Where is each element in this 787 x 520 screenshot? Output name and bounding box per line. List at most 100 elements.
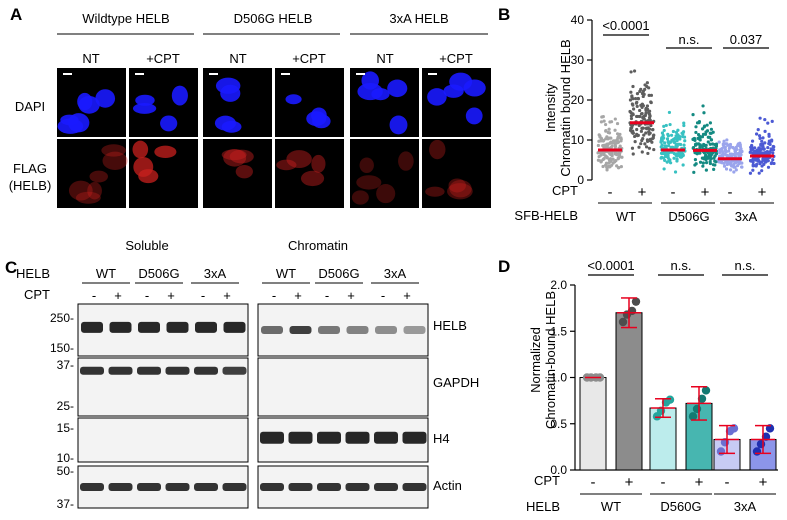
cell-nucleus [75,191,101,204]
data-point [733,154,738,159]
cell-nucleus [87,182,102,200]
protein-band [288,483,313,491]
data-point [665,153,669,158]
cpt-sign: + [758,184,767,201]
data-point [631,103,635,107]
data-point [740,161,744,165]
data-point [771,148,776,152]
data-point [725,138,729,142]
data-point [711,130,715,134]
data-point [608,120,612,124]
lane-group-label: D506G [138,266,179,281]
data-point [732,170,736,174]
data-point [759,142,763,146]
scale-bar [135,73,144,75]
protein-band [289,326,312,334]
data-point [714,143,718,147]
cell-nucleus [229,149,254,164]
protein-band [223,321,246,333]
data-point [688,412,698,421]
protein-band [222,366,247,375]
panel-a-condition-label: +CPT [146,51,180,66]
data-point [757,134,762,138]
data-point [608,157,613,161]
group-label: D506G [668,209,709,224]
data-point [683,139,687,143]
mw-marker: 37- [57,358,74,372]
data-point [767,142,771,146]
mw-marker: 150- [50,341,74,355]
data-point [647,146,652,150]
data-point [680,153,685,157]
microscopy-image-grid [57,68,491,208]
panel-a-letter: A [10,5,22,24]
panel-a-group-label: Wildtype HELB [82,11,169,26]
data-point [635,100,639,104]
data-point [604,137,608,141]
micrograph [350,68,419,137]
data-point [665,137,670,141]
data-point [629,70,633,74]
data-point [737,154,741,158]
cell-nucleus [135,94,155,106]
data-point [641,94,645,99]
data-point [733,149,737,153]
data-point [716,447,726,456]
data-point [770,119,774,123]
data-point [639,103,643,107]
panel-a-row-label: DAPI [15,99,45,114]
data-point [631,84,635,89]
y-tick-label: 10 [571,133,585,147]
cell-nucleus [371,88,390,101]
cell-nucleus [447,183,473,200]
blot-membrane [257,417,429,463]
protein-band [80,366,104,375]
protein-band [375,326,397,334]
y-tick-label: 0 [577,173,584,187]
blot-title: Chromatin [288,238,348,253]
data-point [649,100,653,105]
data-point [599,139,603,143]
data-point [669,133,674,137]
protein-band [222,483,247,491]
scatter-chart-b: 0 10 20 30 40 [571,13,776,187]
data-point [649,123,653,128]
protein-band [345,483,370,491]
lane-group-label: 3xA [384,266,407,281]
data-point [631,131,635,135]
blot-membrane [77,417,249,463]
data-point [642,133,646,137]
data-point [754,132,759,136]
data-point [638,89,642,93]
micrograph [422,139,491,208]
data-point [633,69,637,73]
data-point [628,98,633,102]
data-point [663,144,667,148]
blot-label: GAPDH [433,375,479,390]
blot-membrane [77,303,249,357]
p-value: n.s. [679,32,700,47]
y-tick-label: 0.0 [550,463,567,477]
data-point [720,153,724,157]
lane-sign: - [381,288,385,303]
data-point [681,132,685,136]
data-point [650,128,655,132]
data-point [728,152,732,156]
cpt-sign: - [671,184,676,201]
lane-group-label: 3xA [204,266,227,281]
blot-label: Actin [433,478,462,493]
data-point [761,136,765,140]
panel-a-condition-label: NT [229,51,246,66]
data-point [644,131,648,135]
data-point [754,164,758,168]
protein-band [374,431,398,444]
data-point [729,162,733,167]
mw-marker: 37- [57,497,74,511]
data-point [667,110,672,115]
data-point [694,125,698,129]
blot-membrane [257,357,429,417]
data-point [756,439,766,449]
lane-sign: - [272,288,276,303]
data-point [748,171,753,175]
